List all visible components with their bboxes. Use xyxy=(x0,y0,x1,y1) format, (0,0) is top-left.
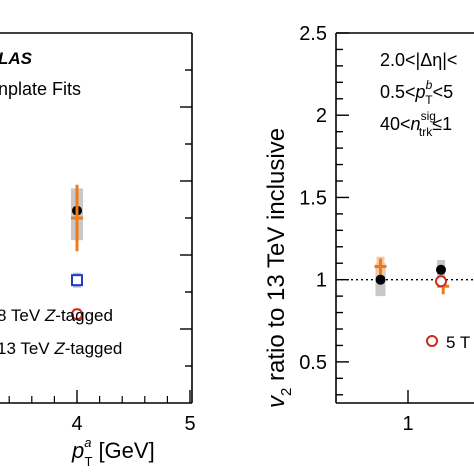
left-legend: 8 TeV Z-tagged 13 TeV Z-tagged xyxy=(0,306,122,358)
left-ticks xyxy=(8,69,192,403)
left-panel: LAS nplate Fits 8 TeV Z-tagged 13 TeV Z-… xyxy=(0,32,196,469)
right-y-axis-label: v2 ratio to 13 TeV inclusive xyxy=(263,128,295,408)
right-x-tick-label-1: 1 xyxy=(402,413,413,435)
left-x-tick-label-5: 5 xyxy=(184,413,195,435)
right-marks xyxy=(374,256,450,297)
left-x-tick-labels: 4 5 xyxy=(71,413,195,435)
annotation-pt-b: 0.5<pb T<5 xyxy=(380,78,453,107)
left-marks xyxy=(71,184,83,321)
right-point-filled-circle xyxy=(375,274,386,285)
right-panel: 0.5 1 1.5 2 2.5 1 v2 ratio to 13 TeV inc… xyxy=(263,23,474,435)
atlas-label: LAS xyxy=(0,49,33,68)
y-tick-label-1.5: 1.5 xyxy=(299,187,327,209)
legend-marker-5tev xyxy=(426,335,438,347)
y-tick-label-2: 2 xyxy=(316,105,327,127)
y-tick-label-2.5: 2.5 xyxy=(299,23,327,45)
right-point-open-circle xyxy=(435,275,447,288)
method-label: nplate Fits xyxy=(0,79,81,99)
legend-entry-13tev: 13 TeV Z-tagged xyxy=(0,339,122,358)
right-legend: 5 T xyxy=(426,333,470,352)
legend-entry-5tev: 5 T xyxy=(446,333,470,352)
left-point-open-circle xyxy=(71,308,83,321)
right-point-filled-circle xyxy=(436,264,446,275)
annotation-delta-eta: 2.0<|Δη|< xyxy=(380,50,457,70)
legend-entry-8tev: 8 TeV Z-tagged xyxy=(0,306,113,325)
left-point-open-square xyxy=(71,274,83,287)
annotation-ntrk: 40<nsig trk≤1 xyxy=(380,109,452,139)
y-tick-label-1: 1 xyxy=(316,270,327,292)
y-tick-label-0.5: 0.5 xyxy=(299,352,327,374)
right-plot-frame xyxy=(335,32,474,404)
right-y-tick-labels: 0.5 1 1.5 2 2.5 xyxy=(299,23,327,374)
right-annotations: 2.0<|Δη|< 0.5<pb T<5 40<nsig trk≤1 xyxy=(380,50,457,139)
left-x-axis-label: pa T [GeV] xyxy=(71,435,155,469)
left-x-tick-label-4: 4 xyxy=(71,413,82,435)
